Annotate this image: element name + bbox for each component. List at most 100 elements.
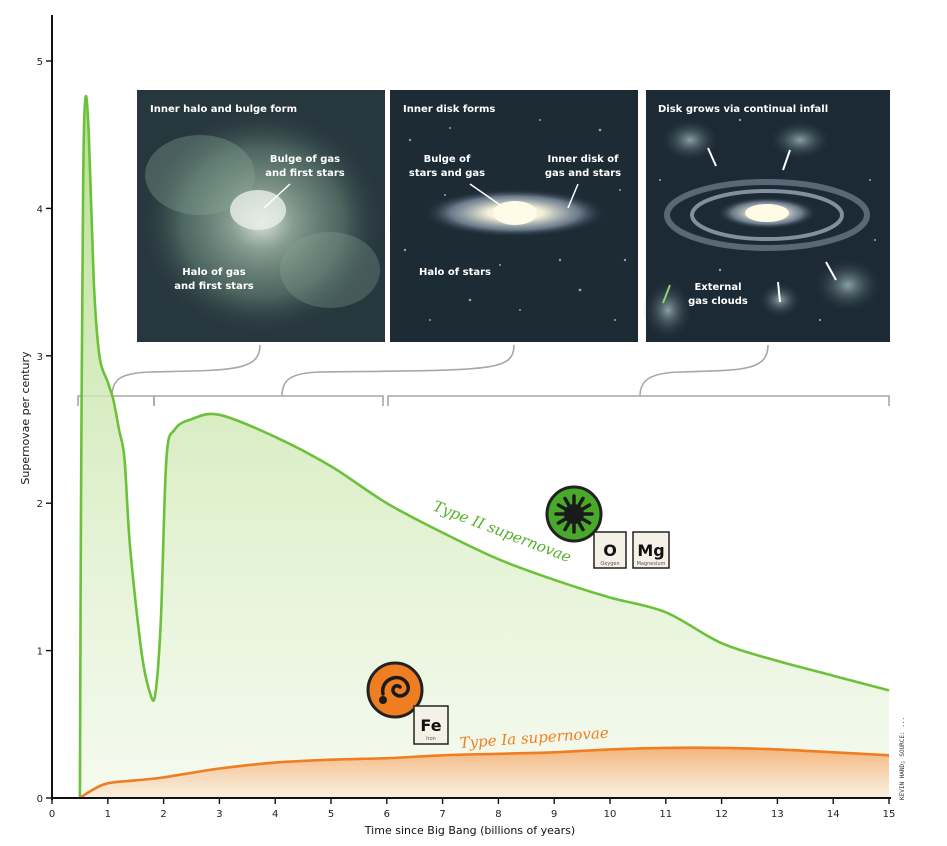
type1a-line: [79, 746, 890, 800]
burst-ray: [556, 503, 568, 511]
halo-cloud-patch: [145, 135, 255, 215]
element-tile-frame: [632, 531, 670, 569]
panel-note-bulge-1: Bulge of: [424, 154, 471, 165]
star-field: [403, 119, 627, 321]
infall-arrow: [825, 261, 837, 281]
bracket-3: [387, 395, 890, 406]
burst-ray: [580, 517, 592, 525]
type2-line: [78, 94, 890, 799]
image-credit: KEVIN HAND; SOURCE: ...: [899, 717, 906, 800]
burst-ray: [577, 496, 585, 508]
spiral-disk-outer: [664, 179, 870, 251]
element-tile-oxygen: O Oxygen: [593, 531, 627, 569]
pointer-line: [469, 183, 504, 208]
panel-inner-halo: Inner halo and bulge form Bulge of gas a…: [137, 90, 387, 342]
panel-title: Inner halo and bulge form: [150, 104, 297, 115]
bulge-core: [745, 204, 789, 222]
burst-ray: [563, 496, 571, 508]
panel-title: Disk grows via continual infall: [658, 104, 828, 115]
connector-2: [281, 344, 515, 397]
x-tick-label: 3: [216, 809, 222, 820]
panel-note-bulge-2: stars and gas: [409, 168, 485, 179]
infall-arrow: [777, 281, 781, 303]
panel-note-disk-1: Inner disk of: [547, 154, 619, 165]
x-ticks: 0 1 2 3 4 5 6 7 8 9 10 11 12 13 14 15: [49, 798, 896, 820]
type1a-area: [79, 747, 889, 798]
bracket-2: [153, 395, 384, 406]
x-tick-label: 8: [495, 809, 501, 820]
x-tick-label: 4: [272, 809, 278, 820]
connector-3: [639, 344, 769, 397]
binary-swirl-icon: [381, 675, 410, 698]
x-tick-label: 5: [328, 809, 334, 820]
star-field: [659, 118, 876, 322]
element-name: Magnesium: [637, 561, 666, 567]
plot-areas: [79, 96, 889, 799]
y-tick-label: 0: [37, 794, 43, 805]
x-tick-label: 7: [439, 809, 445, 820]
halo-cloud-patch: [280, 232, 380, 308]
burst-ray: [580, 503, 592, 511]
panel-title: Inner disk forms: [403, 104, 495, 115]
y-tick-label: 5: [37, 57, 43, 68]
pointer-line: [263, 183, 291, 209]
type2-burst-core: [564, 504, 584, 524]
infall-arrow: [707, 147, 717, 167]
x-tick-label: 6: [384, 809, 390, 820]
infall-arrow: [662, 284, 671, 304]
y-tick-label: 1: [37, 647, 43, 658]
panel-note-halo-1: Halo of gas: [182, 267, 246, 278]
panel-note-bulge-1: Bulge of gas: [270, 154, 340, 165]
spiral-disk-mid: [690, 189, 844, 241]
element-tile-iron: Fe Iron: [413, 705, 449, 745]
y-tick-label: 3: [37, 352, 43, 363]
element-symbol: O: [603, 541, 617, 560]
panel-note-bulge-2: and first stars: [265, 168, 344, 179]
element-symbol: Fe: [420, 716, 441, 735]
x-tick-label: 12: [715, 809, 728, 820]
panel-note-halo: Halo of stars: [419, 267, 491, 278]
panel-note-clouds-2: gas clouds: [688, 296, 748, 307]
element-name: Iron: [426, 736, 436, 742]
x-tick-label: 13: [771, 809, 784, 820]
x-axis-title: Time since Big Bang (billions of years): [364, 824, 575, 837]
plot-lines: [78, 94, 890, 800]
x-tick-label: 15: [883, 809, 896, 820]
companion-star-icon: [379, 696, 387, 704]
element-tile-magnesium: Mg Magnesium: [632, 531, 670, 569]
y-tick-label: 2: [37, 499, 43, 510]
type1a-emblem: [366, 661, 424, 719]
gas-cloud: [813, 257, 883, 313]
time-brackets: [77, 344, 890, 406]
panel-disk-grows: Disk grows via continual infall External…: [643, 90, 890, 342]
x-tick-label: 10: [604, 809, 617, 820]
burst-rays: [554, 494, 594, 534]
type2-area: [79, 96, 889, 799]
x-tick-label: 9: [551, 809, 557, 820]
y-axis-title: Supernovae per century: [19, 351, 32, 485]
burst-ray: [563, 520, 571, 532]
bulge-core: [493, 201, 537, 225]
gas-cloud: [660, 118, 720, 162]
x-tick-label: 14: [827, 809, 840, 820]
connector-1: [111, 344, 261, 397]
axes: [51, 15, 891, 800]
burst-ray: [556, 517, 568, 525]
element-tile-frame: [593, 531, 627, 569]
element-name: Oxygen: [600, 561, 619, 567]
x-tick-label: 1: [105, 809, 111, 820]
panel-note-halo-2: and first stars: [174, 281, 253, 292]
panel-note-clouds-1: External: [694, 282, 741, 293]
element-tile-frame: [413, 705, 449, 745]
x-tick-label: 11: [659, 809, 672, 820]
element-symbol: Mg: [637, 541, 664, 560]
type2-emblem: [545, 485, 603, 543]
x-tick-label: 2: [160, 809, 166, 820]
y-ticks: 0 1 2 3 4 5: [37, 57, 52, 805]
y-tick-label: 4: [37, 204, 43, 215]
pointer-line: [567, 183, 579, 209]
gas-cloud: [768, 120, 832, 160]
gas-cloud: [643, 280, 693, 340]
panel-inner-disk: Inner disk forms Bulge of stars and gas …: [390, 90, 638, 342]
